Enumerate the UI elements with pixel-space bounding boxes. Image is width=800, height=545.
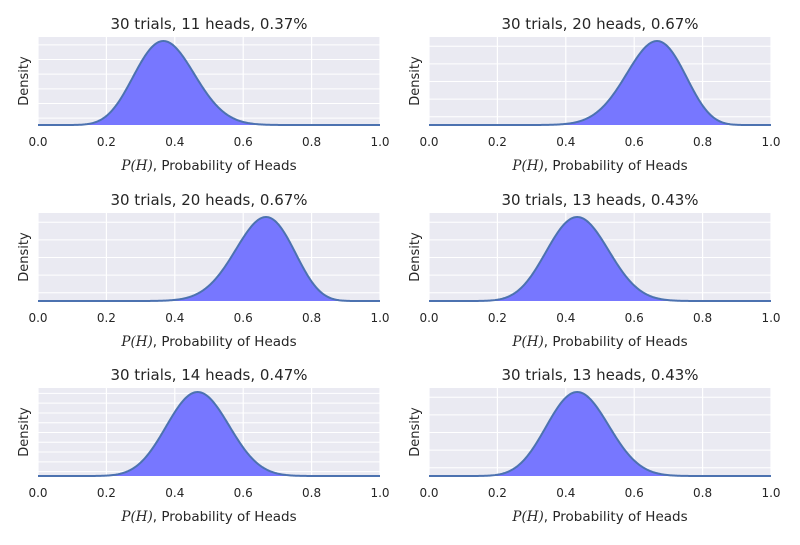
subplot-1: 0.0 0.2 0.4 0.6 0.8 1.0 30 trials, 11 heads, 0…	[17, 15, 390, 174]
y-axis-label: Density	[408, 56, 423, 106]
density-line	[38, 215, 380, 302]
x-tick-label: 0.2	[488, 135, 507, 149]
x-tick-label: 0.4	[165, 486, 184, 500]
x-tick-label: 0.0	[419, 311, 438, 325]
x-tick-label: 0.4	[556, 311, 575, 325]
density-area	[38, 392, 380, 476]
subplot-5: 0.0 0.2 0.4 0.6 0.8 1.0 30 trials, 14 heads, 0…	[17, 366, 390, 525]
x-tick-label: 1.0	[370, 135, 389, 149]
x-tick-label: 0.2	[488, 311, 507, 325]
y-axis-label: Density	[17, 56, 32, 106]
density-line	[38, 39, 380, 126]
x-axis-label: P(H), Probability of Heads	[120, 509, 296, 525]
subplot-4: 0.0 0.2 0.4 0.6 0.8 1.0 30 trials, 13 heads, 0…	[408, 191, 781, 350]
x-tick-label: 0.6	[625, 135, 644, 149]
density-line	[38, 390, 380, 477]
x-tick-label: 0.6	[625, 311, 644, 325]
density-area	[429, 41, 771, 125]
x-tick-label: 0.2	[97, 486, 116, 500]
x-tick-label: 1.0	[761, 486, 780, 500]
subplot-6: 0.0 0.2 0.4 0.6 0.8 1.0 30 trials, 13 heads, 0…	[408, 366, 781, 525]
x-tick-label: 1.0	[761, 311, 780, 325]
x-tick-label: 0.8	[693, 135, 712, 149]
x-tick-label: 0.8	[693, 311, 712, 325]
x-tick-label: 0.0	[28, 135, 47, 149]
density-area	[429, 392, 771, 476]
density-area	[38, 217, 380, 301]
x-tick-label: 0.6	[625, 486, 644, 500]
x-tick-label: 0.6	[234, 135, 253, 149]
density-area	[38, 41, 380, 125]
x-tick-label: 0.2	[488, 486, 507, 500]
x-tick-label: 0.2	[97, 311, 116, 325]
subplot-3: 0.0 0.2 0.4 0.6 0.8 1.0 30 trials, 20 heads, 0…	[17, 191, 390, 350]
x-tick-label: 0.2	[97, 135, 116, 149]
x-tick-label: 1.0	[370, 486, 389, 500]
density-line	[429, 215, 771, 302]
x-tick-label: 1.0	[370, 311, 389, 325]
x-tick-label: 0.6	[234, 311, 253, 325]
subplot-title: 30 trials, 13 heads, 0.43%	[501, 191, 698, 209]
x-tick-label: 0.0	[419, 135, 438, 149]
subplot-title: 30 trials, 14 heads, 0.47%	[110, 366, 307, 384]
x-axis-label: P(H), Probability of Heads	[511, 158, 687, 174]
x-tick-label: 0.4	[556, 135, 575, 149]
density-area	[429, 217, 771, 301]
subplot-title: 30 trials, 20 heads, 0.67%	[501, 15, 698, 33]
x-tick-label: 0.8	[693, 486, 712, 500]
subplot-title: 30 trials, 13 heads, 0.43%	[501, 366, 698, 384]
x-tick-label: 0.8	[302, 486, 321, 500]
density-line	[429, 390, 771, 477]
x-axis-label: P(H), Probability of Heads	[120, 334, 296, 350]
x-tick-label: 0.0	[28, 311, 47, 325]
density-line	[429, 39, 771, 126]
y-axis-label: Density	[17, 232, 32, 282]
x-tick-label: 0.8	[302, 311, 321, 325]
subplot-title: 30 trials, 20 heads, 0.67%	[110, 191, 307, 209]
x-tick-label: 0.4	[556, 486, 575, 500]
x-tick-label: 0.0	[28, 486, 47, 500]
x-tick-label: 0.4	[165, 135, 184, 149]
x-tick-label: 0.6	[234, 486, 253, 500]
x-tick-label: 0.8	[302, 135, 321, 149]
subplot-2: 0.0 0.2 0.4 0.6 0.8 1.0 30 trials, 20 heads, 0…	[408, 15, 781, 174]
x-axis-label: P(H), Probability of Heads	[511, 334, 687, 350]
subplot-title: 30 trials, 11 heads, 0.37%	[110, 15, 307, 33]
x-axis-label: P(H), Probability of Heads	[511, 509, 687, 525]
y-axis-label: Density	[17, 407, 32, 457]
x-tick-label: 1.0	[761, 135, 780, 149]
x-axis-label: P(H), Probability of Heads	[120, 158, 296, 174]
y-axis-label: Density	[408, 232, 423, 282]
x-tick-label: 0.0	[419, 486, 438, 500]
x-tick-label: 0.4	[165, 311, 184, 325]
y-axis-label: Density	[408, 407, 423, 457]
